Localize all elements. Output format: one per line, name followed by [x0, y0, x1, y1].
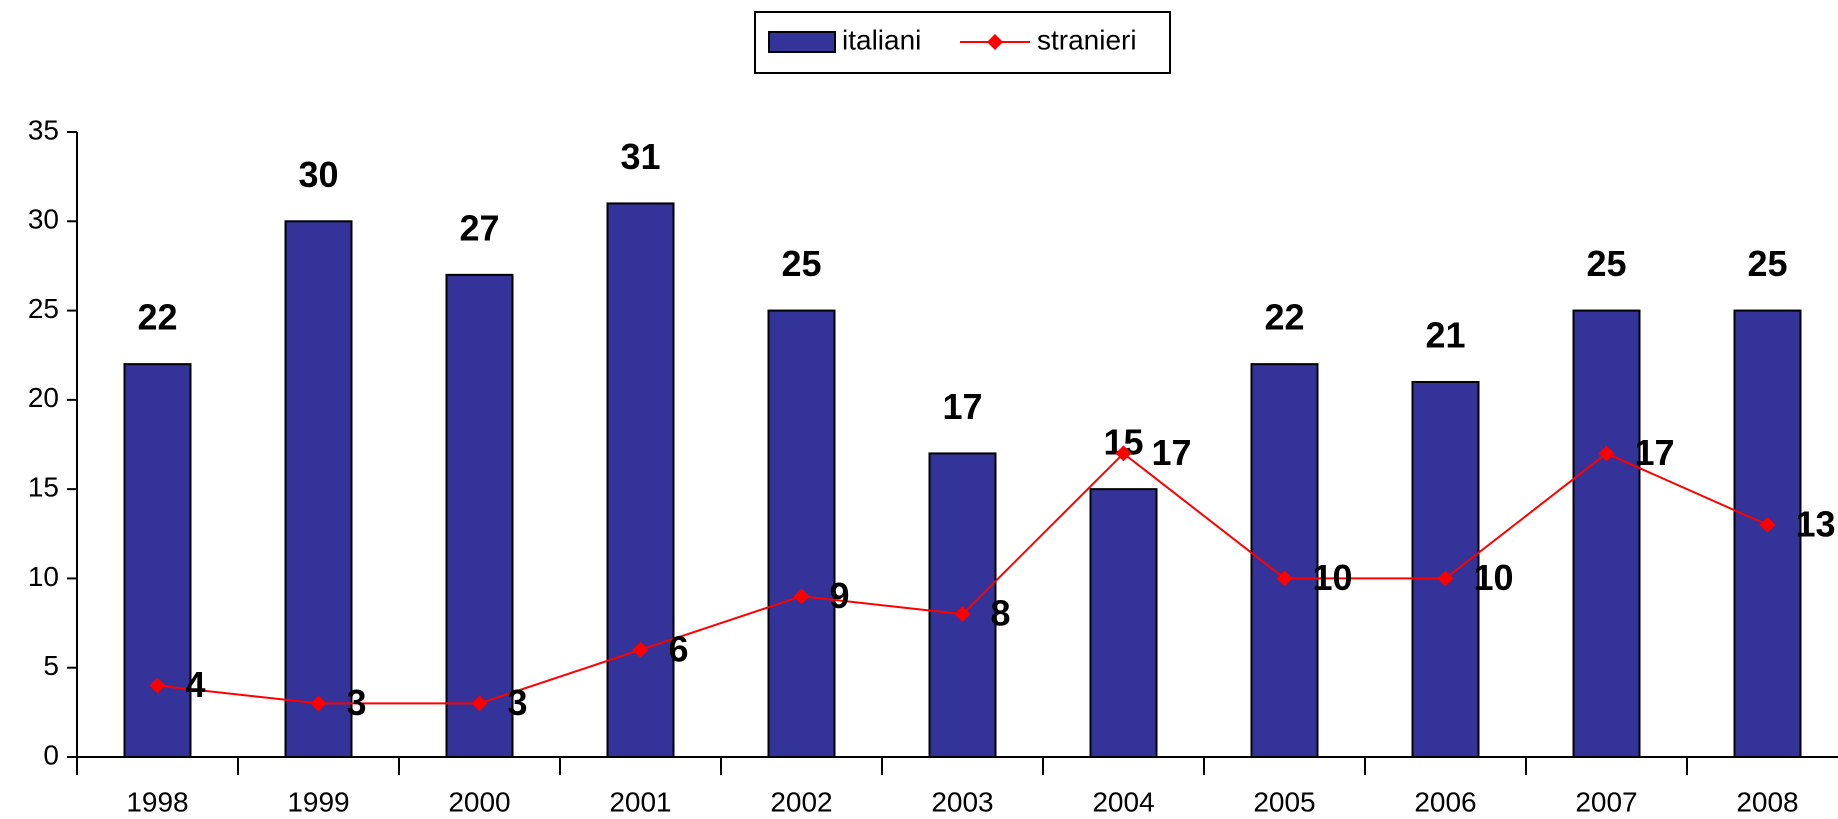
- bar-value-label: 30: [298, 154, 338, 195]
- marker: [471, 695, 488, 712]
- y-tick-label: 30: [28, 204, 59, 235]
- marker: [954, 606, 971, 623]
- bar: [928, 452, 997, 758]
- y-tick-label: 0: [43, 739, 59, 770]
- bar-value-label: 22: [1264, 297, 1304, 338]
- marker: [310, 695, 327, 712]
- line-value-label: 8: [991, 593, 1011, 634]
- bar-value-label: 21: [1425, 315, 1465, 356]
- legend-marker: [987, 34, 1003, 50]
- line-value-label: 10: [1313, 557, 1353, 598]
- bar-value-label: 25: [1747, 243, 1787, 284]
- marker: [1276, 570, 1293, 587]
- x-tick-label: 2001: [609, 786, 671, 817]
- bar: [123, 363, 192, 758]
- legend-label: stranieri: [1037, 24, 1137, 55]
- y-tick-label: 15: [28, 472, 59, 503]
- line-value-label: 3: [508, 682, 528, 723]
- bar: [445, 273, 514, 758]
- bar-value-label: 25: [781, 243, 821, 284]
- x-tick-label: 2006: [1414, 786, 1476, 817]
- bar: [606, 202, 675, 758]
- x-tick-label: 2000: [448, 786, 510, 817]
- x-tick-label: 2002: [770, 786, 832, 817]
- bar-value-label: 31: [620, 136, 660, 177]
- y-tick-label: 35: [28, 114, 59, 145]
- line-value-label: 6: [669, 628, 689, 669]
- line-value-label: 4: [186, 664, 206, 705]
- legend-swatch: [768, 31, 836, 53]
- x-tick-label: 2007: [1575, 786, 1637, 817]
- bar: [1411, 381, 1480, 758]
- marker: [1759, 516, 1776, 533]
- bar: [1733, 309, 1802, 758]
- y-tick-label: 10: [28, 561, 59, 592]
- marker: [1437, 570, 1454, 587]
- bar-value-label: 25: [1586, 243, 1626, 284]
- line-value-label: 17: [1635, 432, 1675, 473]
- x-tick-label: 2004: [1092, 786, 1154, 817]
- x-tick-label: 1998: [126, 786, 188, 817]
- bar: [284, 220, 353, 759]
- y-tick-label: 20: [28, 382, 59, 413]
- marker: [1115, 445, 1132, 462]
- bar: [767, 309, 836, 758]
- legend-label: italiani: [842, 24, 921, 55]
- y-tick-label: 25: [28, 293, 59, 324]
- y-tick-label: 5: [43, 650, 59, 681]
- bar: [1089, 488, 1158, 758]
- line-value-label: 10: [1474, 557, 1514, 598]
- marker: [793, 588, 810, 605]
- line-value-label: 17: [1152, 432, 1192, 473]
- line-value-label: 9: [830, 575, 850, 616]
- line-value-label: 3: [347, 682, 367, 723]
- bar: [1572, 309, 1641, 758]
- x-tick-label: 2003: [931, 786, 993, 817]
- marker: [1598, 445, 1615, 462]
- bar-value-label: 22: [137, 297, 177, 338]
- marker: [632, 641, 649, 658]
- x-tick-label: 2005: [1253, 786, 1315, 817]
- bar-value-label: 17: [942, 386, 982, 427]
- line-value-label: 13: [1796, 503, 1836, 544]
- x-tick-label: 1999: [287, 786, 349, 817]
- x-tick-label: 2008: [1736, 786, 1798, 817]
- bar-value-label: 27: [459, 207, 499, 248]
- marker: [149, 677, 166, 694]
